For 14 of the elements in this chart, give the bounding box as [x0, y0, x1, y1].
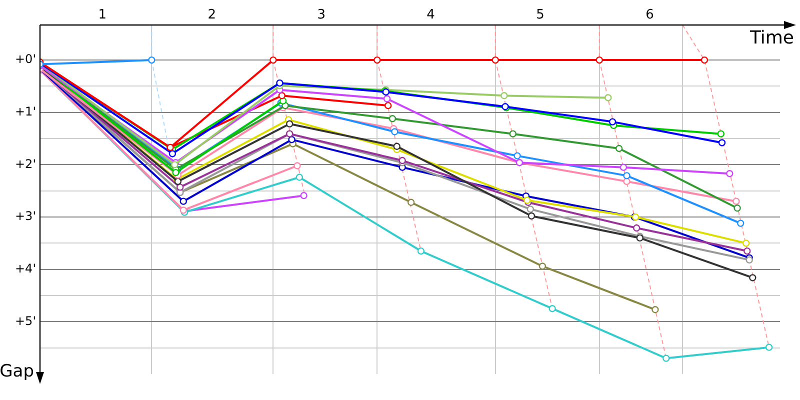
x-tick-label: 3 [317, 8, 326, 23]
x-tick-label: 2 [208, 8, 216, 23]
y-axis-title: Gap [0, 361, 34, 382]
x-tick-label: 6 [646, 8, 654, 23]
y-tick-label: +3' [15, 209, 36, 224]
x-axis-title: Time [748, 28, 794, 49]
x-tick-label: 4 [426, 8, 435, 23]
y-tick-label: +4' [15, 261, 36, 276]
x-tick-label: 1 [98, 8, 107, 23]
x-tick-label: 5 [536, 8, 544, 23]
y-tick-label: +1' [15, 104, 36, 119]
y-tick-label: +2' [15, 156, 36, 171]
y-tick-label: +5' [15, 314, 36, 328]
y-tick-label: +0' [15, 52, 36, 66]
